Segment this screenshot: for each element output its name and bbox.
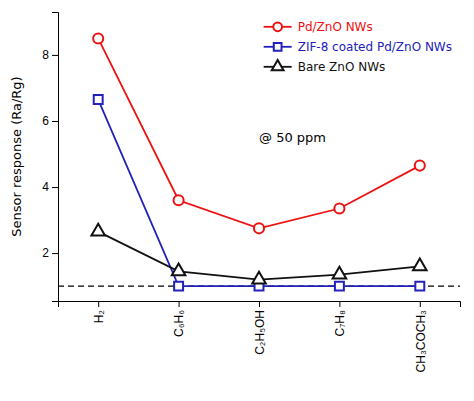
tick: H₂	[92, 301, 106, 323]
tick: C₂H₅OH	[253, 301, 267, 355]
tick-label: CH₃COCH₃	[414, 310, 428, 373]
legend-marker	[272, 60, 284, 70]
tick-label: H₂	[92, 310, 106, 324]
tick-mark	[52, 187, 58, 188]
tick-mark	[52, 55, 58, 56]
y-axis-title: Sensor response (Ra/Rg)	[9, 76, 24, 236]
texts: @ 50 ppm Pd/ZnO NWs ZIF-8 coated Pd/ZnO NW…	[259, 20, 452, 145]
legend-item: Bare ZnO NWs	[264, 60, 386, 74]
tick: 6	[42, 114, 58, 128]
point	[333, 267, 347, 279]
tick-label: 4	[42, 180, 49, 194]
legend-item: ZIF-8 coated Pd/ZnO NWs	[264, 40, 452, 54]
legend-marker	[274, 43, 282, 51]
x-axis: H₂ C₆H₆ C₂H₅OH C₇H₈ CH₃COCH₃	[59, 301, 461, 372]
legend-label: Pd/ZnO NWs	[298, 20, 373, 34]
legend: Pd/ZnO NWs ZIF-8 coated Pd/ZnO NWs Bare Zn…	[264, 20, 452, 74]
tick-mark	[339, 301, 340, 307]
series-line	[98, 100, 420, 287]
axis-line	[59, 302, 461, 308]
point	[415, 282, 424, 291]
tick-label: C₂H₅OH	[253, 310, 267, 355]
annotation: @ 50 ppm	[259, 130, 326, 145]
tick: C₆H₆	[172, 301, 186, 337]
point	[415, 161, 425, 171]
legend-item: Pd/ZnO NWs	[264, 20, 373, 34]
point	[93, 33, 103, 43]
point	[174, 195, 184, 205]
tick-label: 8	[42, 48, 49, 62]
tick-label: C₆H₆	[172, 310, 186, 337]
point	[254, 223, 264, 233]
tick-mark	[420, 301, 421, 307]
tick: C₇H₈	[333, 301, 347, 336]
y-axis: 2 4 6 8	[42, 13, 58, 302]
point	[94, 95, 103, 104]
tick-mark	[179, 301, 180, 307]
legend-label: Bare ZnO NWs	[298, 60, 386, 74]
point	[413, 258, 427, 270]
tick-label: 6	[42, 114, 49, 128]
point	[91, 224, 105, 236]
tick-label: 2	[42, 246, 49, 260]
point	[335, 282, 344, 291]
chart: H₂ C₆H₆ C₂H₅OH C₇H₈ CH₃COCH₃ 2 4 6 8 @ 50 ppm Pd/Z…	[0, 0, 474, 401]
point	[334, 203, 344, 213]
legend-marker	[273, 22, 282, 31]
tick-mark	[259, 301, 260, 307]
tick-mark	[52, 121, 58, 122]
point	[174, 282, 183, 291]
tick-mark	[98, 301, 99, 307]
plot: H₂ C₆H₆ C₂H₅OH C₇H₈ CH₃COCH₃ 2 4 6 8 @ 50 ppm Pd/Z…	[42, 13, 460, 373]
axis-line	[52, 13, 59, 302]
tick: 8	[42, 48, 58, 62]
tick-mark	[52, 253, 58, 254]
tick-label: C₇H₈	[333, 310, 347, 336]
marks	[58, 33, 460, 290]
point	[252, 272, 266, 284]
tick: 4	[42, 180, 58, 194]
tick: 2	[42, 246, 58, 260]
series-line	[98, 38, 420, 228]
legend-label: ZIF-8 coated Pd/ZnO NWs	[298, 40, 452, 54]
point	[172, 263, 186, 275]
tick: CH₃COCH₃	[414, 301, 428, 372]
